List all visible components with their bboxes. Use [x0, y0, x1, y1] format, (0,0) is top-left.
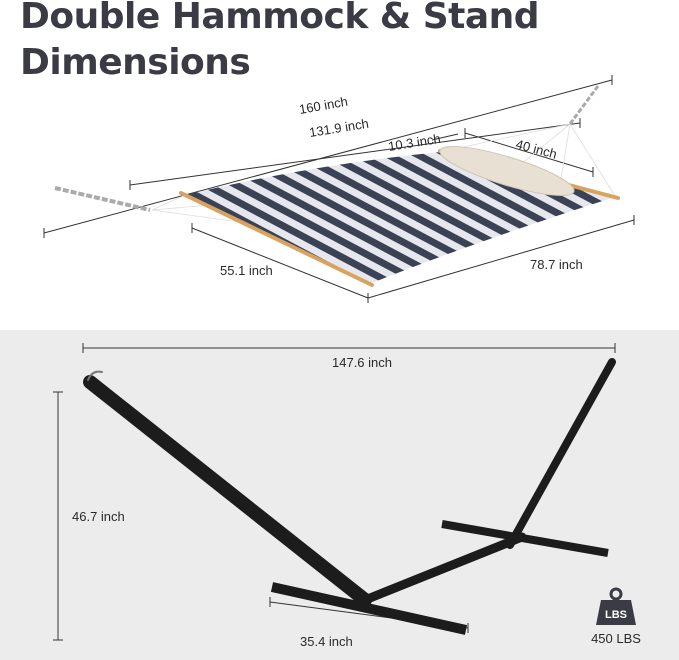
center-beam: [360, 532, 527, 605]
weight-icon-label: LBS: [605, 609, 627, 621]
hammock-stand: [83, 358, 616, 635]
right-pole: [506, 358, 616, 549]
pillow-offset-label: 10.3 inch: [387, 131, 441, 154]
capacity-label: 450 LBS: [591, 631, 641, 646]
stand-dimension-lines: [53, 343, 616, 641]
hook-icon: [87, 370, 103, 381]
right-base: [441, 520, 609, 557]
stand-height-label: 46.7 inch: [72, 509, 125, 524]
pillow-length-label: 40 inch: [514, 136, 558, 161]
fabric-length-label: 78.7 inch: [530, 257, 583, 272]
base-width-label: 35.4 inch: [300, 634, 353, 649]
page-title: Double Hammock & Stand Dimensions: [20, 0, 540, 83]
bed-length-label: 131.9 inch: [308, 116, 370, 140]
weight-icon: LBS: [596, 587, 636, 625]
left-base: [270, 582, 468, 635]
bed-width-label: 55.1 inch: [220, 263, 273, 278]
hammock-hardware: [54, 85, 616, 223]
hammock-dimension-lines: [43, 75, 635, 303]
left-spreader-bar: [179, 191, 374, 287]
pillow: [439, 146, 575, 196]
left-pole: [83, 375, 372, 607]
overall-length-label: 160 inch: [298, 94, 349, 117]
right-chain: [568, 85, 600, 125]
stand-length-label: 147.6 inch: [332, 355, 392, 370]
stand-panel-background: [0, 330, 679, 660]
left-chain: [54, 186, 151, 212]
